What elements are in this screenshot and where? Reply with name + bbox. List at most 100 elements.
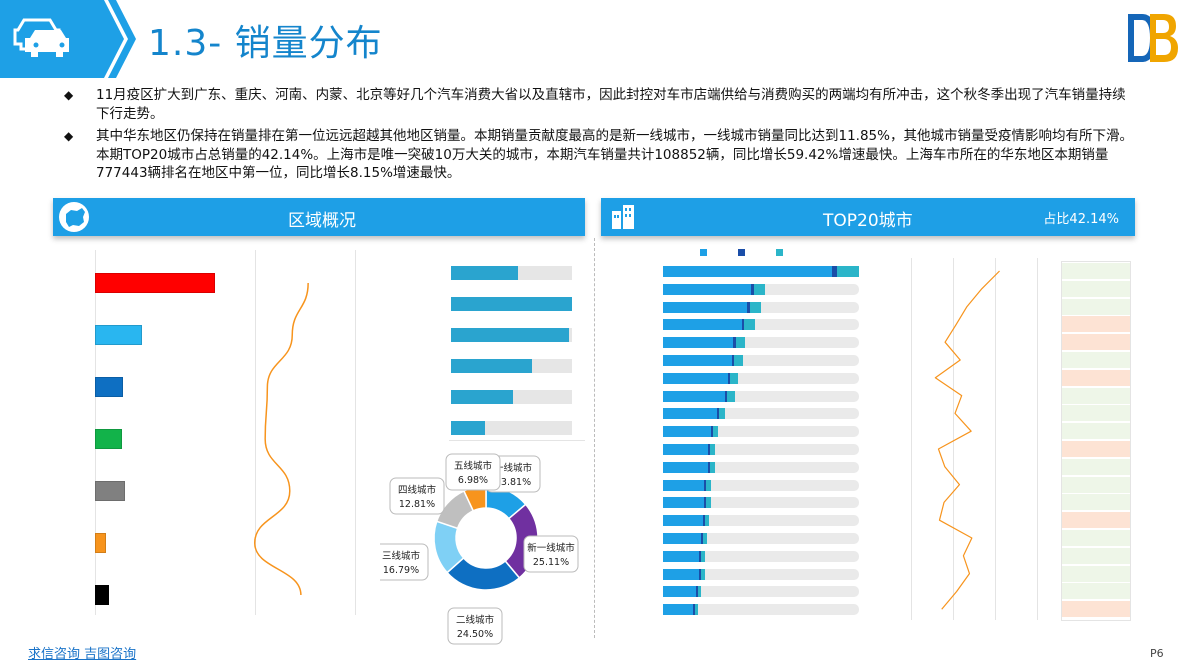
- city-bar-track: [663, 586, 859, 598]
- rank-cell: [1062, 280, 1130, 297]
- city-bar-import: [693, 604, 696, 616]
- page-number: P6: [1150, 647, 1164, 660]
- city-bar-domestic: [663, 550, 700, 562]
- city-bar-commercial: [709, 461, 715, 473]
- city-bar-domestic: [663, 408, 717, 420]
- tier-bar: [451, 297, 572, 311]
- donut-value-label: 13.81%: [495, 477, 531, 488]
- rank-cell: [1062, 476, 1130, 493]
- city-bar-domestic: [663, 390, 725, 402]
- city-bar-track: [663, 355, 859, 366]
- donut-label: 三线城市: [382, 550, 421, 562]
- city-bar-import: [724, 390, 727, 402]
- region-bar: [95, 325, 142, 345]
- city-bar-import: [747, 301, 750, 313]
- tier-bar: [451, 328, 570, 342]
- city-bar-track: [663, 301, 859, 313]
- rank-cell: [1062, 334, 1130, 351]
- donut-value-label: 6.98%: [458, 475, 488, 486]
- tier-bar: [451, 266, 518, 280]
- tier-bar: [451, 359, 532, 373]
- rank-cell: [1062, 263, 1130, 279]
- city-bar-track: [663, 444, 859, 455]
- donut-label: 五线城市: [454, 460, 493, 472]
- legend-swatch: [738, 249, 745, 256]
- donut-callout-box: [445, 453, 501, 491]
- city-bar-commercial: [734, 355, 744, 366]
- region-panel-title: 区域概况: [288, 211, 356, 231]
- bullet-list: ◆ 11月疫区扩大到广东、重庆、河南、内蒙、北京等好几个汽车消费大省以及直辖市，…: [62, 86, 1137, 187]
- city-bar-import: [716, 408, 719, 420]
- city-bar-domestic: [663, 319, 742, 331]
- city-bar-commercial: [695, 604, 699, 616]
- city-bar-domestic: [663, 372, 728, 384]
- city-bar-commercial: [837, 266, 859, 277]
- legend-swatch: [700, 249, 707, 256]
- donut-callout: 新一线城市 25.11%: [523, 535, 579, 573]
- rank-cell: [1062, 458, 1130, 475]
- rank-cell: [1062, 352, 1130, 368]
- rank-cell: [1062, 369, 1130, 386]
- city-bar-track: [663, 461, 859, 473]
- city-bar-commercial: [701, 550, 706, 562]
- region-panel-header: 区域概况: [53, 198, 585, 236]
- city-bar-domestic: [663, 426, 711, 438]
- city-bar-commercial: [718, 408, 726, 420]
- city-bar-track: [663, 319, 859, 331]
- city-bar-track: [663, 408, 859, 420]
- top20-panel-title: TOP20城市: [823, 211, 913, 231]
- tier-bar: [451, 390, 513, 404]
- rank-cell: [1062, 601, 1130, 618]
- city-bar-commercial: [703, 533, 708, 544]
- donut-value-label: 24.50%: [457, 629, 493, 640]
- city-bar-commercial: [697, 586, 702, 598]
- city-bar-track: [663, 533, 859, 544]
- city-bar-commercial: [705, 497, 711, 509]
- city-bar-commercial: [729, 372, 739, 384]
- donut-callout: 三线城市 16.79%: [380, 543, 429, 581]
- donut-value-label: 16.79%: [383, 565, 419, 576]
- grid-line: [953, 258, 954, 620]
- rank-cell: [1062, 405, 1130, 422]
- region-bar: [95, 533, 106, 553]
- city-bar-commercial: [712, 426, 719, 438]
- region-bar: [95, 429, 122, 449]
- city-bar-domestic: [663, 568, 699, 580]
- city-bar-domestic: [663, 497, 704, 509]
- header-chevron: [0, 0, 136, 78]
- city-bar-track: [663, 497, 859, 509]
- city-bar-track: [663, 550, 859, 562]
- rank-cell: [1062, 547, 1130, 564]
- city-bar-import: [732, 355, 735, 366]
- city-bar-import: [708, 444, 711, 455]
- donut-callout-box: [447, 607, 503, 645]
- city-bar-track: [663, 568, 859, 580]
- city-bar-commercial: [706, 479, 711, 491]
- page-title: 1.3- 销量分布: [148, 23, 383, 64]
- region-bar: [95, 273, 215, 293]
- city-bar-import: [695, 586, 698, 598]
- rank-cell: [1062, 441, 1130, 457]
- city-bar-commercial: [744, 319, 755, 331]
- city-bar-domestic: [663, 301, 747, 313]
- rank-cell: [1062, 298, 1130, 315]
- rank-cell: [1062, 423, 1130, 440]
- city-bar-domestic: [663, 266, 832, 277]
- city-bar-commercial: [754, 283, 766, 295]
- legend-swatch: [776, 249, 783, 256]
- bullet-text: 其中华东地区仍保持在销量排在第一位远远超越其他地区销量。本期销量贡献度最高的是新…: [96, 128, 1133, 181]
- diamond-bullet-icon: ◆: [64, 88, 74, 102]
- city-bar-domestic: [663, 444, 709, 455]
- footer-link[interactable]: 求信咨询 吉图咨询: [28, 647, 137, 662]
- city-bar-import: [698, 568, 701, 580]
- bullet-item: ◆ 11月疫区扩大到广东、重庆、河南、内蒙、北京等好几个汽车消费大省以及直辖市，…: [62, 86, 1137, 123]
- donut-value-label: 12.81%: [399, 499, 435, 510]
- city-bar-domestic: [663, 283, 752, 295]
- city-bar-track: [663, 479, 859, 491]
- grid-line: [1037, 258, 1038, 620]
- rank-cell: [1062, 387, 1130, 404]
- donut-label: 二线城市: [456, 614, 495, 626]
- donut-callout: 五线城市 6.98%: [445, 453, 501, 491]
- city-tier-donut-chart: 一线城市 13.81% 新一线城市 25.11% 二线城市 24.50% 三线城市 16.79…: [380, 453, 579, 645]
- city-bar-import: [727, 372, 730, 384]
